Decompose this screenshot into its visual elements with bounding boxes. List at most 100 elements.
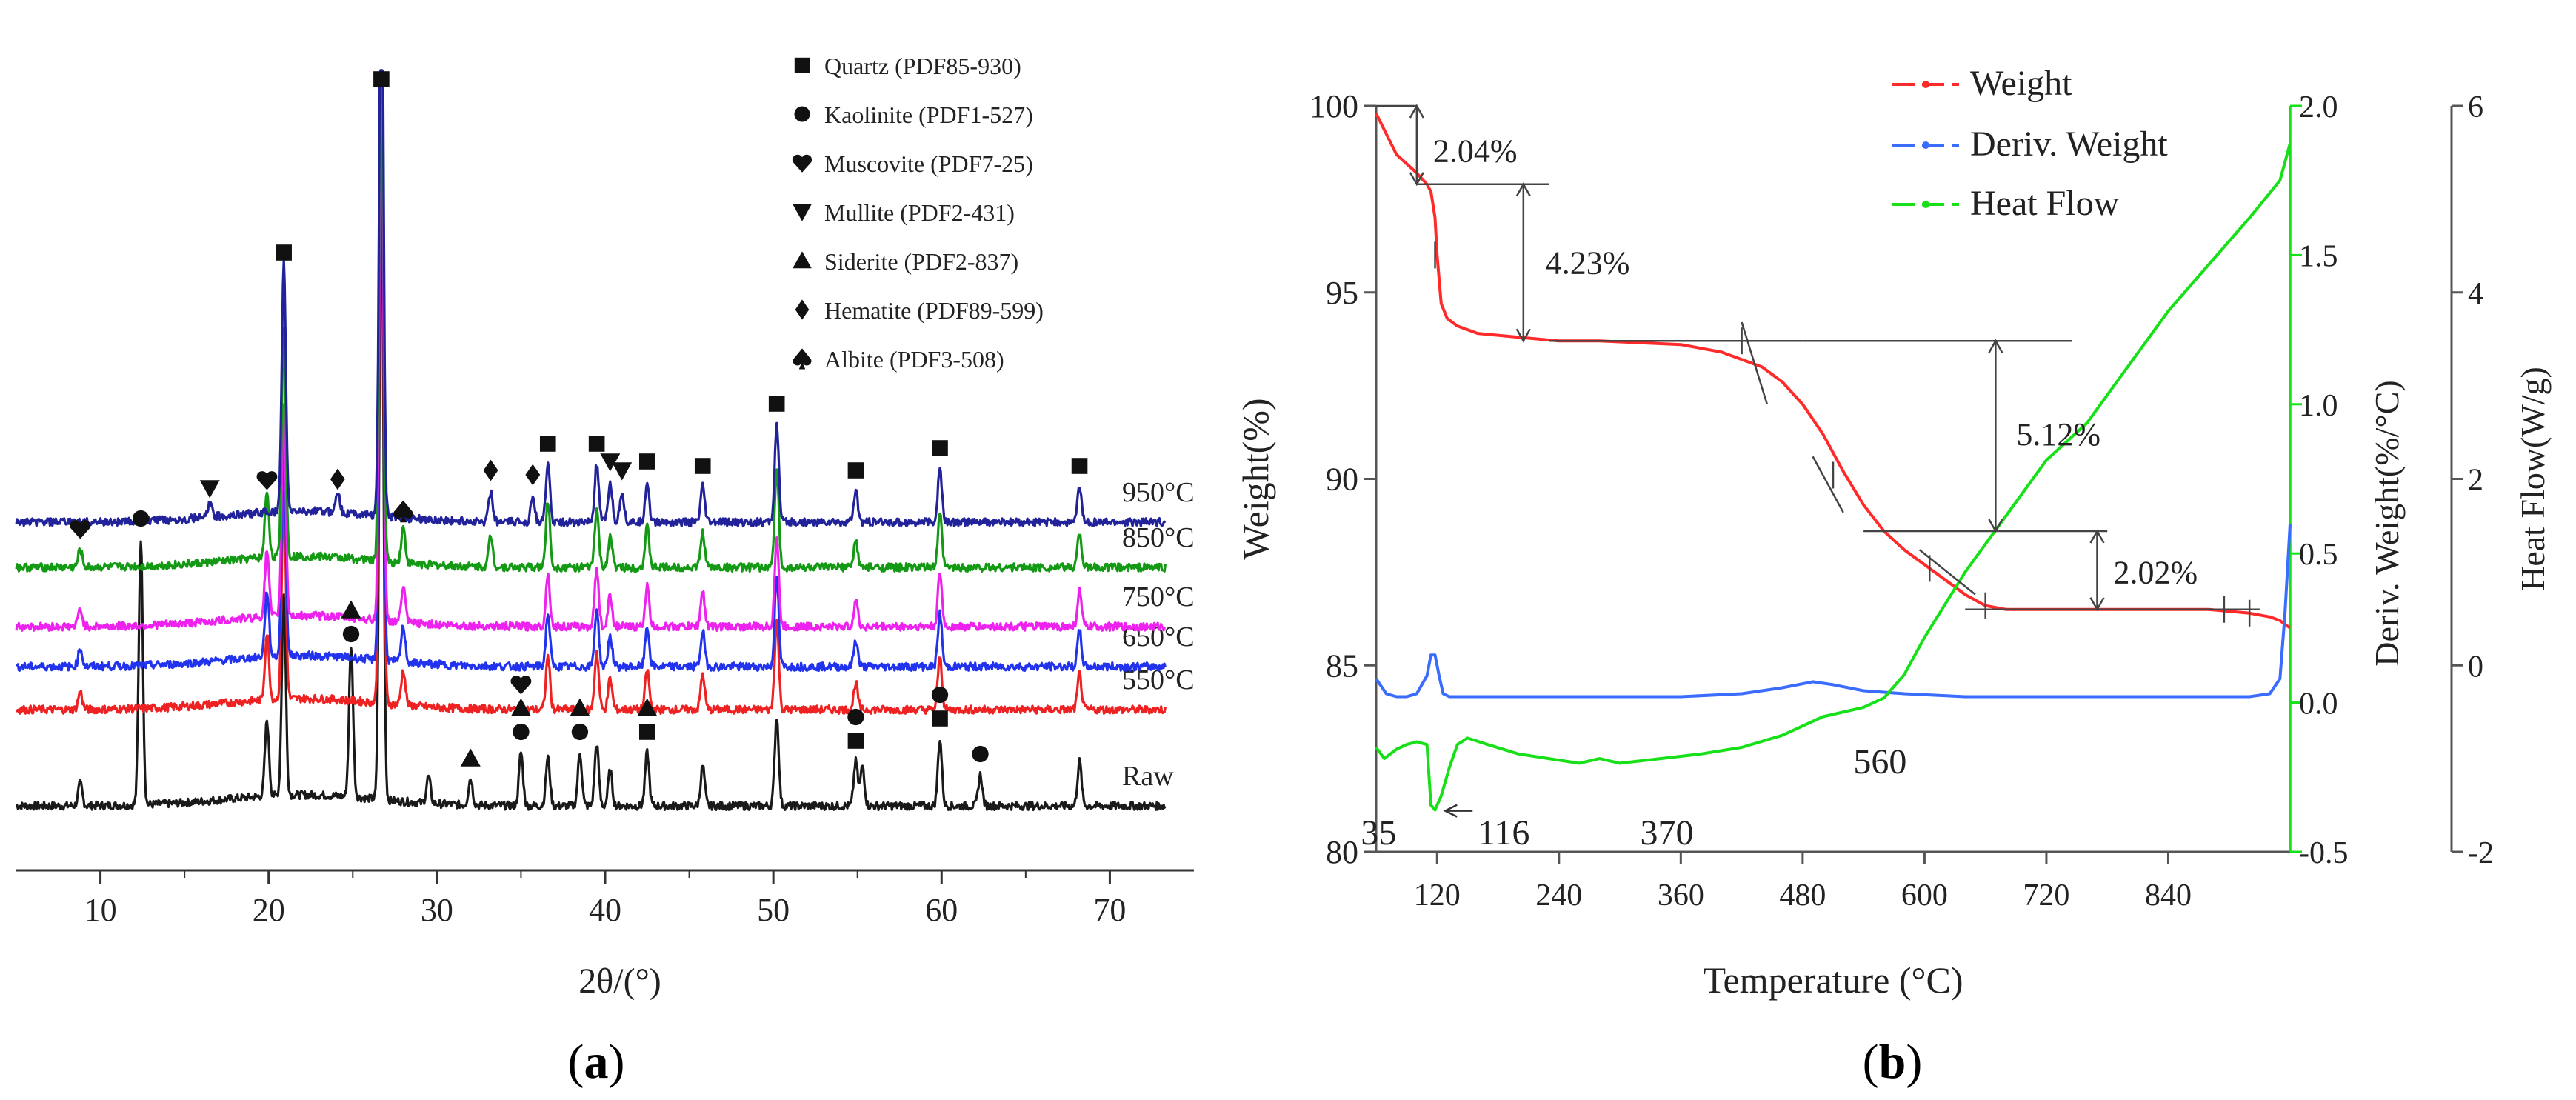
y2-tick-label: 0.0 — [2299, 687, 2338, 721]
phase-marker-circle — [513, 723, 530, 741]
annotation-peak-temp: 370 — [1640, 813, 1693, 853]
y3-tick-label: 0 — [2468, 650, 2483, 684]
y-tick-label: 95 — [1326, 275, 1358, 311]
step4-arrow-head-top — [2089, 529, 2105, 544]
series-label-950-c: 950°C — [1122, 477, 1195, 508]
x-tick-label: 40 — [589, 892, 621, 928]
y3-tick-label: 4 — [2468, 277, 2483, 311]
x-tick-label: 30 — [421, 892, 453, 928]
y-tick-label: 80 — [1326, 834, 1358, 870]
legend-label-mullite: Mullite (PDF2-431) — [824, 199, 1015, 226]
annotation-step2-percent: 4.23% — [1546, 244, 1630, 281]
phase-marker-square — [588, 436, 605, 452]
legend-label-weight: Weight — [1970, 64, 2072, 103]
phase-marker-circle — [931, 686, 949, 704]
legend-label-heat-flow: Heat Flow — [1970, 184, 2120, 223]
legend-marker-spade — [793, 348, 812, 370]
phase-marker-diamond — [483, 459, 498, 481]
annotation-peak-temp: 116 — [1478, 813, 1529, 853]
legend-label-hematite: Hematite (PDF89-599) — [824, 297, 1044, 324]
phase-marker-square — [932, 710, 948, 727]
x-tick-label: 240 — [1535, 879, 1582, 913]
phase-marker-triangle-up — [460, 748, 481, 767]
legend-marker-triangle-up — [793, 251, 812, 269]
y3-tick-label: 6 — [2468, 90, 2483, 124]
x-tick-label: 50 — [757, 892, 790, 928]
x-tick-label: 600 — [1901, 879, 1948, 913]
x-tick-label: 60 — [925, 892, 958, 928]
phase-marker-circle — [132, 510, 150, 527]
y2-axis-label: Deriv. Weight(%/°C) — [2368, 380, 2406, 666]
legend-marker-diamond — [795, 299, 810, 320]
series-line-heat-flow — [1375, 142, 2292, 812]
series-line-650-c — [16, 69, 1167, 673]
phase-marker-triangle-up — [570, 698, 590, 716]
phase-marker-heart — [510, 676, 532, 695]
phase-marker-circle — [342, 625, 360, 643]
phase-marker-triangle-up — [637, 698, 658, 716]
phase-marker-triangle-down — [199, 480, 220, 499]
legend-dot-heat-flow — [1922, 201, 1929, 208]
phase-marker-square — [539, 436, 556, 452]
annotation-peak-temp: 35 — [1361, 813, 1396, 853]
x-tick-label: 10 — [84, 892, 117, 928]
x-axis-label: Temperature (°C) — [1703, 959, 1963, 1001]
y-tick-label: 85 — [1326, 647, 1358, 684]
series-line-deriv-weight — [1375, 523, 2292, 699]
phase-marker-square — [847, 462, 864, 479]
legend-label-muscovite: Muscovite (PDF7-25) — [824, 150, 1033, 177]
y3-tick-label: -2 — [2468, 836, 2494, 870]
phase-marker-heart — [70, 520, 91, 539]
y2-tick-label: 2.0 — [2299, 90, 2338, 124]
y2-tick-label: 0.5 — [2299, 538, 2338, 572]
panel-a-chart: 10 20 30 40 50 60 702θ/(°)Raw550°C650°C750°C85… — [15, 53, 1195, 1001]
phase-marker-circle — [972, 745, 989, 763]
phase-marker-square — [638, 724, 655, 740]
phase-marker-square — [1071, 458, 1088, 474]
legend-dot-weight — [1922, 81, 1929, 88]
series-label-750-c: 750°C — [1122, 581, 1195, 613]
series-line-950-c — [15, 69, 1167, 527]
panel-a-label: (a) — [568, 1035, 625, 1089]
phase-marker-triangle-down — [612, 462, 633, 481]
annotation-arrow-head — [1443, 804, 1458, 818]
step2-arrow-head-top — [1515, 182, 1531, 197]
phase-marker-square — [638, 453, 655, 470]
legend-marker-circle — [794, 106, 810, 122]
y3-axis-label: Heat Flow(W/g) — [2514, 367, 2552, 591]
x-tick-label: 480 — [1779, 879, 1826, 913]
y2-tick-label: 1.5 — [2299, 239, 2338, 273]
legend-label-quartz: Quartz (PDF85-930) — [824, 53, 1021, 79]
phase-marker-heart — [256, 471, 278, 490]
phase-marker-square — [373, 71, 390, 87]
legend-label-albite: Albite (PDF3-508) — [824, 346, 1004, 373]
series-line-550-c — [15, 78, 1167, 716]
phase-marker-spade — [393, 500, 413, 523]
x-tick-label: 120 — [1414, 879, 1461, 913]
series-line-raw — [16, 176, 1167, 812]
phase-marker-square — [694, 458, 711, 474]
series-label-raw: Raw — [1122, 761, 1174, 792]
phase-marker-triangle-down — [600, 453, 621, 472]
legend-label-kaolinite: Kaolinite (PDF1-527) — [824, 101, 1033, 128]
phase-marker-triangle-up — [341, 600, 361, 619]
phase-marker-square — [932, 440, 948, 456]
phase-marker-triangle-up — [510, 698, 531, 716]
phase-marker-square — [847, 733, 864, 749]
legend-label-siderite: Siderite (PDF2-837) — [824, 248, 1018, 275]
phase-marker-square — [276, 244, 292, 261]
step2-arrow-head-bottom — [1515, 328, 1531, 343]
phase-marker-circle — [571, 723, 589, 741]
step4-arrow-head-bottom — [2089, 597, 2105, 612]
x-tick-label: 360 — [1658, 879, 1704, 913]
legend-marker-triangle-down — [793, 204, 812, 221]
series-line-weight — [1375, 113, 2292, 630]
x-tick-label: 720 — [2023, 879, 2069, 913]
legend-marker-heart — [792, 154, 812, 173]
step3-arrow-head-bottom — [1988, 519, 2003, 533]
x-tick-label: 840 — [2145, 879, 2192, 913]
y-tick-label: 90 — [1326, 461, 1358, 498]
tangent-line — [1741, 321, 1769, 405]
